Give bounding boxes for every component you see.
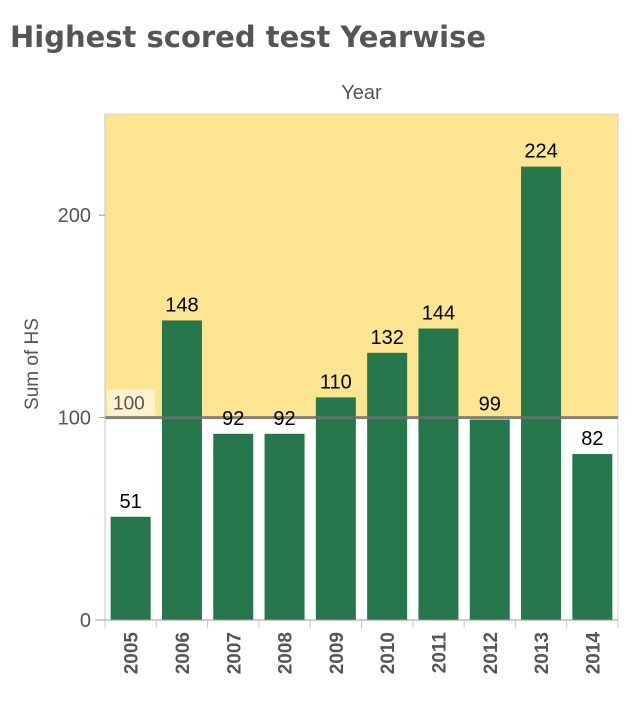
x-tick-label-2010: 2010 xyxy=(378,632,399,674)
y-axis-title: Sum of HS xyxy=(22,318,43,410)
axes-group: 0 100 200 Sum of HS 2005 2006 2007 2008 2009 2010… xyxy=(22,114,619,675)
bar-value-label: 51 xyxy=(120,491,142,513)
y-tick-label: 0 xyxy=(80,610,91,632)
bar-2007 xyxy=(213,433,254,620)
bar-2006 xyxy=(161,320,202,620)
bar-2008 xyxy=(264,433,305,620)
chart-title: Highest scored test Yearwise xyxy=(10,20,486,54)
y-tick-label: 100 xyxy=(58,408,91,430)
x-tick-label-2009: 2009 xyxy=(327,632,348,674)
x-tick-label-2011: 2011 xyxy=(429,632,450,674)
bar-2011 xyxy=(418,328,459,620)
bar-value-label: 82 xyxy=(581,428,603,450)
x-tick-label-2008: 2008 xyxy=(276,632,297,674)
bar-value-label: 92 xyxy=(273,408,295,430)
x-tick-label-2013: 2013 xyxy=(532,632,553,674)
labels-group: Year 51 148 92 92 110 132 144 99 224 82 100 xyxy=(107,82,603,513)
x-tick-label-2005: 2005 xyxy=(122,632,143,675)
x-tick-label-2014: 2014 xyxy=(583,632,604,675)
x-tick-label-2012: 2012 xyxy=(481,632,502,674)
x-tick-label-2006: 2006 xyxy=(173,632,194,674)
bar-2005 xyxy=(110,516,151,620)
bar-value-label: 99 xyxy=(479,394,501,416)
bars-group xyxy=(110,166,613,620)
bar-value-label: 92 xyxy=(222,408,244,430)
bar-value-label: 110 xyxy=(320,371,352,393)
bar-value-label: 144 xyxy=(422,303,455,325)
bar-2010 xyxy=(367,352,408,620)
reference-label: 100 xyxy=(113,394,145,415)
bar-value-label: 132 xyxy=(370,327,403,349)
bar-2012 xyxy=(469,419,510,620)
bar-2013 xyxy=(521,166,562,620)
bar-value-label: 148 xyxy=(165,294,198,316)
column-header: Year xyxy=(341,82,382,104)
x-tick-label-2007: 2007 xyxy=(224,632,245,674)
y-tick-label: 200 xyxy=(58,205,91,227)
bar-2014 xyxy=(572,454,613,620)
bar-2009 xyxy=(315,397,356,620)
bar-value-label: 224 xyxy=(524,141,557,163)
reference-label-box xyxy=(107,389,155,416)
